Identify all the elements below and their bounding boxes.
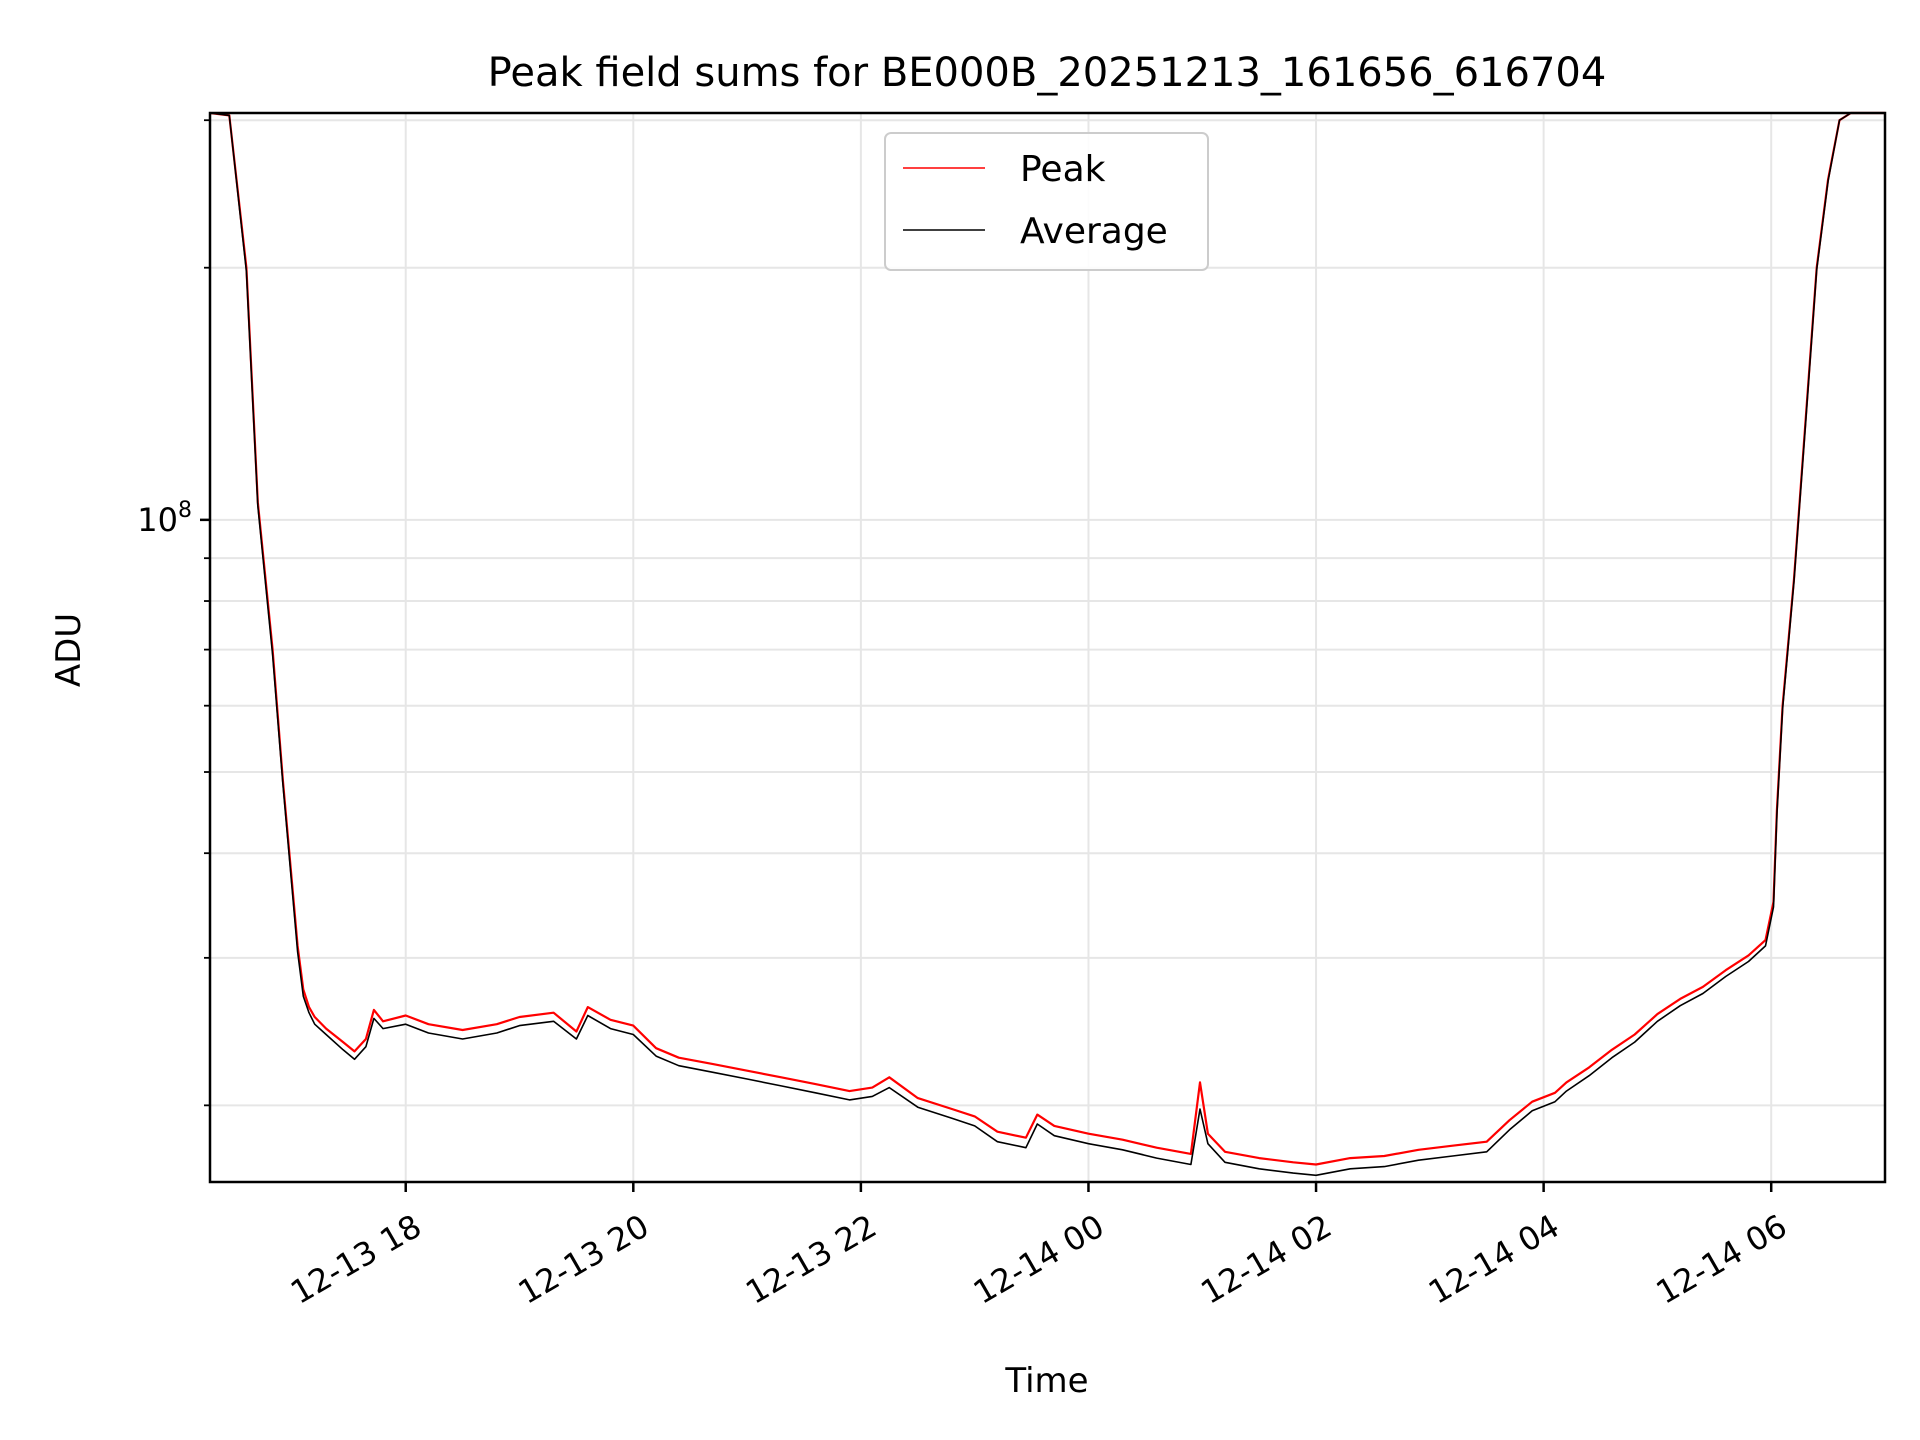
x-tick-label: 12-14 04 bbox=[1422, 1207, 1566, 1312]
y-tick-label: 108 bbox=[137, 498, 192, 539]
x-tick-label: 12-13 18 bbox=[284, 1207, 428, 1312]
x-tick-label: 12-13 20 bbox=[512, 1207, 656, 1312]
peak-series-line bbox=[209, 111, 1885, 1166]
legend-peak-label: Peak bbox=[1020, 149, 1106, 190]
x-tick-label: 12-14 02 bbox=[1194, 1207, 1338, 1312]
tick-layer: 12-13 18 12-13 20 12-13 22 12-14 00 12-14 02… bbox=[137, 119, 1794, 1312]
legend: Peak Average bbox=[884, 132, 1209, 271]
average-series-line bbox=[209, 112, 1885, 1177]
legend-average-label: Average bbox=[1020, 211, 1168, 252]
x-tick-label: 12-13 22 bbox=[739, 1207, 883, 1312]
x-tick-label: 12-14 00 bbox=[967, 1207, 1111, 1312]
y-tick-label-base: 10 bbox=[137, 501, 178, 539]
axes-frame bbox=[208, 111, 1887, 1184]
y-tick-label-exponent: 8 bbox=[178, 498, 192, 523]
chart-title: Peak field sums for BE000B_20251213_1616… bbox=[488, 50, 1607, 96]
x-axis-label: Time bbox=[1004, 1361, 1088, 1401]
grid-layer bbox=[210, 113, 1885, 1182]
series-layer bbox=[209, 111, 1885, 1177]
x-tick-label: 12-14 06 bbox=[1650, 1207, 1794, 1312]
y-axis-label: ADU bbox=[49, 613, 89, 687]
